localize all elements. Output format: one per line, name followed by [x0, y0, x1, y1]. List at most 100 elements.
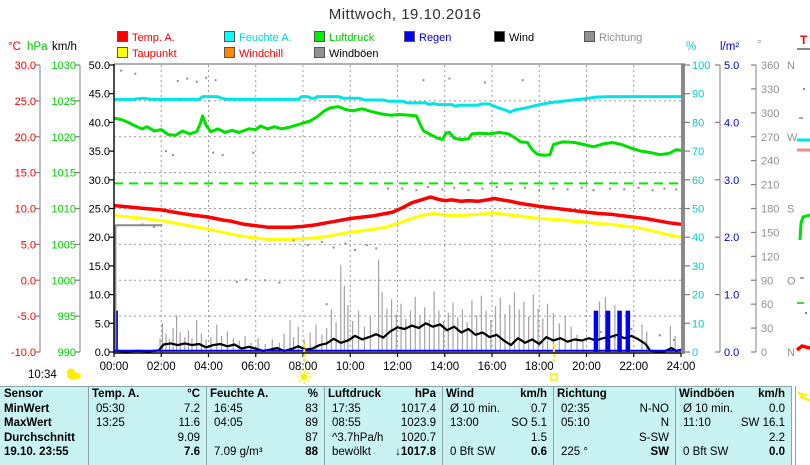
direction-dot [195, 80, 198, 83]
axis-tick-label: 2.0 [724, 232, 739, 244]
axis-tick-label: 180 [761, 204, 779, 216]
table-column-divider [206, 386, 207, 465]
direction-dot [675, 188, 678, 191]
direction-dot [344, 242, 347, 245]
legend-color-swatch [314, 47, 325, 58]
rain-bar [617, 310, 622, 352]
table-cell-value: 11.6 [178, 417, 200, 430]
table-header-unit: km/h [758, 388, 785, 400]
direction-dot [415, 189, 418, 192]
axis-direction-letter: N [787, 347, 795, 359]
table-cell-value: SW [650, 446, 669, 459]
sunrise-sun-icon [297, 370, 312, 384]
table-cell-time: 13:25 [96, 417, 125, 430]
direction-dot [552, 187, 555, 190]
sun-cloud-icon [66, 368, 81, 380]
direction-dot [252, 151, 255, 154]
legend-color-swatch [404, 31, 415, 42]
table-cell-time: 0 Bft SW [450, 446, 496, 459]
axis-tick-label: 240 [761, 156, 779, 168]
axis-units: °C hPa km/h% l/m² ° [8, 39, 762, 53]
axis-tick-label: 0.0 [95, 347, 110, 359]
legend-item-temp-a-: Temp. A. [117, 31, 175, 44]
table-header-unit: km/h [520, 388, 547, 400]
legend-item-richtung: Richtung [584, 31, 642, 44]
axis-tick-label: 30.0 [15, 60, 36, 72]
axis-direction-letter: O [787, 275, 796, 287]
legend-color-swatch [584, 31, 595, 42]
direction-dot [481, 187, 484, 190]
x-axis-label: 12:00 [383, 361, 412, 373]
direction-dot [524, 186, 527, 189]
table-cell-time: 17:35 [332, 402, 361, 415]
table-cell-time: 7.09 g/m³ [214, 446, 263, 459]
direction-dot [592, 189, 595, 192]
series-taupunkt [113, 211, 682, 241]
table-column-divider [795, 386, 796, 465]
direction-dot [637, 186, 640, 189]
legend-color-swatch [224, 47, 235, 58]
table-column-divider [88, 386, 89, 465]
legend-item-windb-en: Windböen [314, 47, 379, 60]
axis-tick-label: 30.0 [89, 175, 110, 187]
table-cell-time: Ø 10 min. [450, 402, 500, 415]
sun-ray [306, 379, 310, 383]
sun-markers [297, 344, 558, 384]
series-richtung [120, 69, 678, 344]
axis-wind_kmh: 50.0 45.0 40.0 35.0 30.0 25.0 20.0 15.0 10.0 5.0 0… [89, 60, 114, 359]
table-cell-time: 05:30 [96, 402, 125, 415]
direction-dot [176, 79, 179, 82]
axis-rain_lm2: 5.0 4.0 3.0 2.0 1.0 0.0 [715, 60, 739, 359]
table-cell-time: ^3.7hPa/h [332, 431, 384, 444]
axis-tick-label: 35.0 [89, 146, 110, 158]
unit-label-wind: km/h [52, 41, 77, 53]
axis-tick-label: 100 [692, 60, 710, 72]
axis-tick-label: -5.0 [17, 311, 36, 323]
series-line [113, 195, 682, 229]
legend-item-regen: Regen [404, 31, 451, 44]
direction-dot [332, 246, 335, 249]
table-row-label: Durchschnitt [4, 431, 75, 444]
direction-dot [630, 327, 633, 330]
rain-bar [605, 310, 611, 352]
direction-dot [205, 76, 208, 79]
axis-tick-label: 25.0 [89, 204, 110, 216]
axis-tick-label: 1020 [52, 132, 76, 144]
chart-canvas[interactable]: 30.025.020.015.010.05.00.0-5.0-10.010301… [0, 0, 810, 390]
legend-label: Taupunkt [132, 48, 177, 60]
direction-dot [264, 279, 267, 282]
axis-tick-label: 20 [692, 290, 704, 302]
table-cell-value: 7.6 [184, 446, 200, 459]
table-cell-value: 1020.7 [400, 431, 436, 444]
legend-item-taupunkt: Taupunkt [117, 47, 177, 60]
table-cell-time: 13:00 [450, 417, 479, 430]
direction-dot [566, 188, 569, 191]
legend-color-swatch [224, 31, 235, 42]
direction-dot [644, 341, 647, 344]
axis-tick-label: 300 [761, 108, 779, 120]
table-column-divider [324, 386, 325, 465]
x-axis-label: 14:00 [430, 361, 459, 373]
direction-dot [623, 188, 626, 191]
sun-ray [298, 379, 302, 383]
x-axis-label: 06:00 [241, 361, 270, 373]
axis-tick-label: 15.0 [89, 261, 110, 273]
axis-tick-label: 10 [692, 318, 704, 330]
axis-tick-label: 10.0 [15, 204, 36, 216]
axis-tick-label: 1025 [52, 96, 76, 108]
series-line [113, 105, 682, 157]
axis-tick-label: 5.0 [95, 318, 110, 330]
axis-tick-label: 210 [761, 180, 779, 192]
table-cell-value: 87 [305, 431, 318, 444]
table-cell-value: SW 16.1 [740, 417, 785, 430]
axis-tick-label: 0.0 [21, 275, 36, 287]
table-cell-time: 08:55 [332, 417, 361, 430]
daylight-indicator: 10:34 [28, 367, 82, 381]
unit-label-rain: l/m² [720, 41, 739, 53]
fragment-temp [795, 344, 810, 352]
series-temp-a- [113, 195, 682, 229]
axis-tick-label: 60 [761, 299, 773, 311]
table-cell-value: 9.09 [177, 431, 200, 444]
table-cell-value: N-NO [639, 402, 669, 415]
table-cell-value: 0.6 [531, 446, 547, 459]
